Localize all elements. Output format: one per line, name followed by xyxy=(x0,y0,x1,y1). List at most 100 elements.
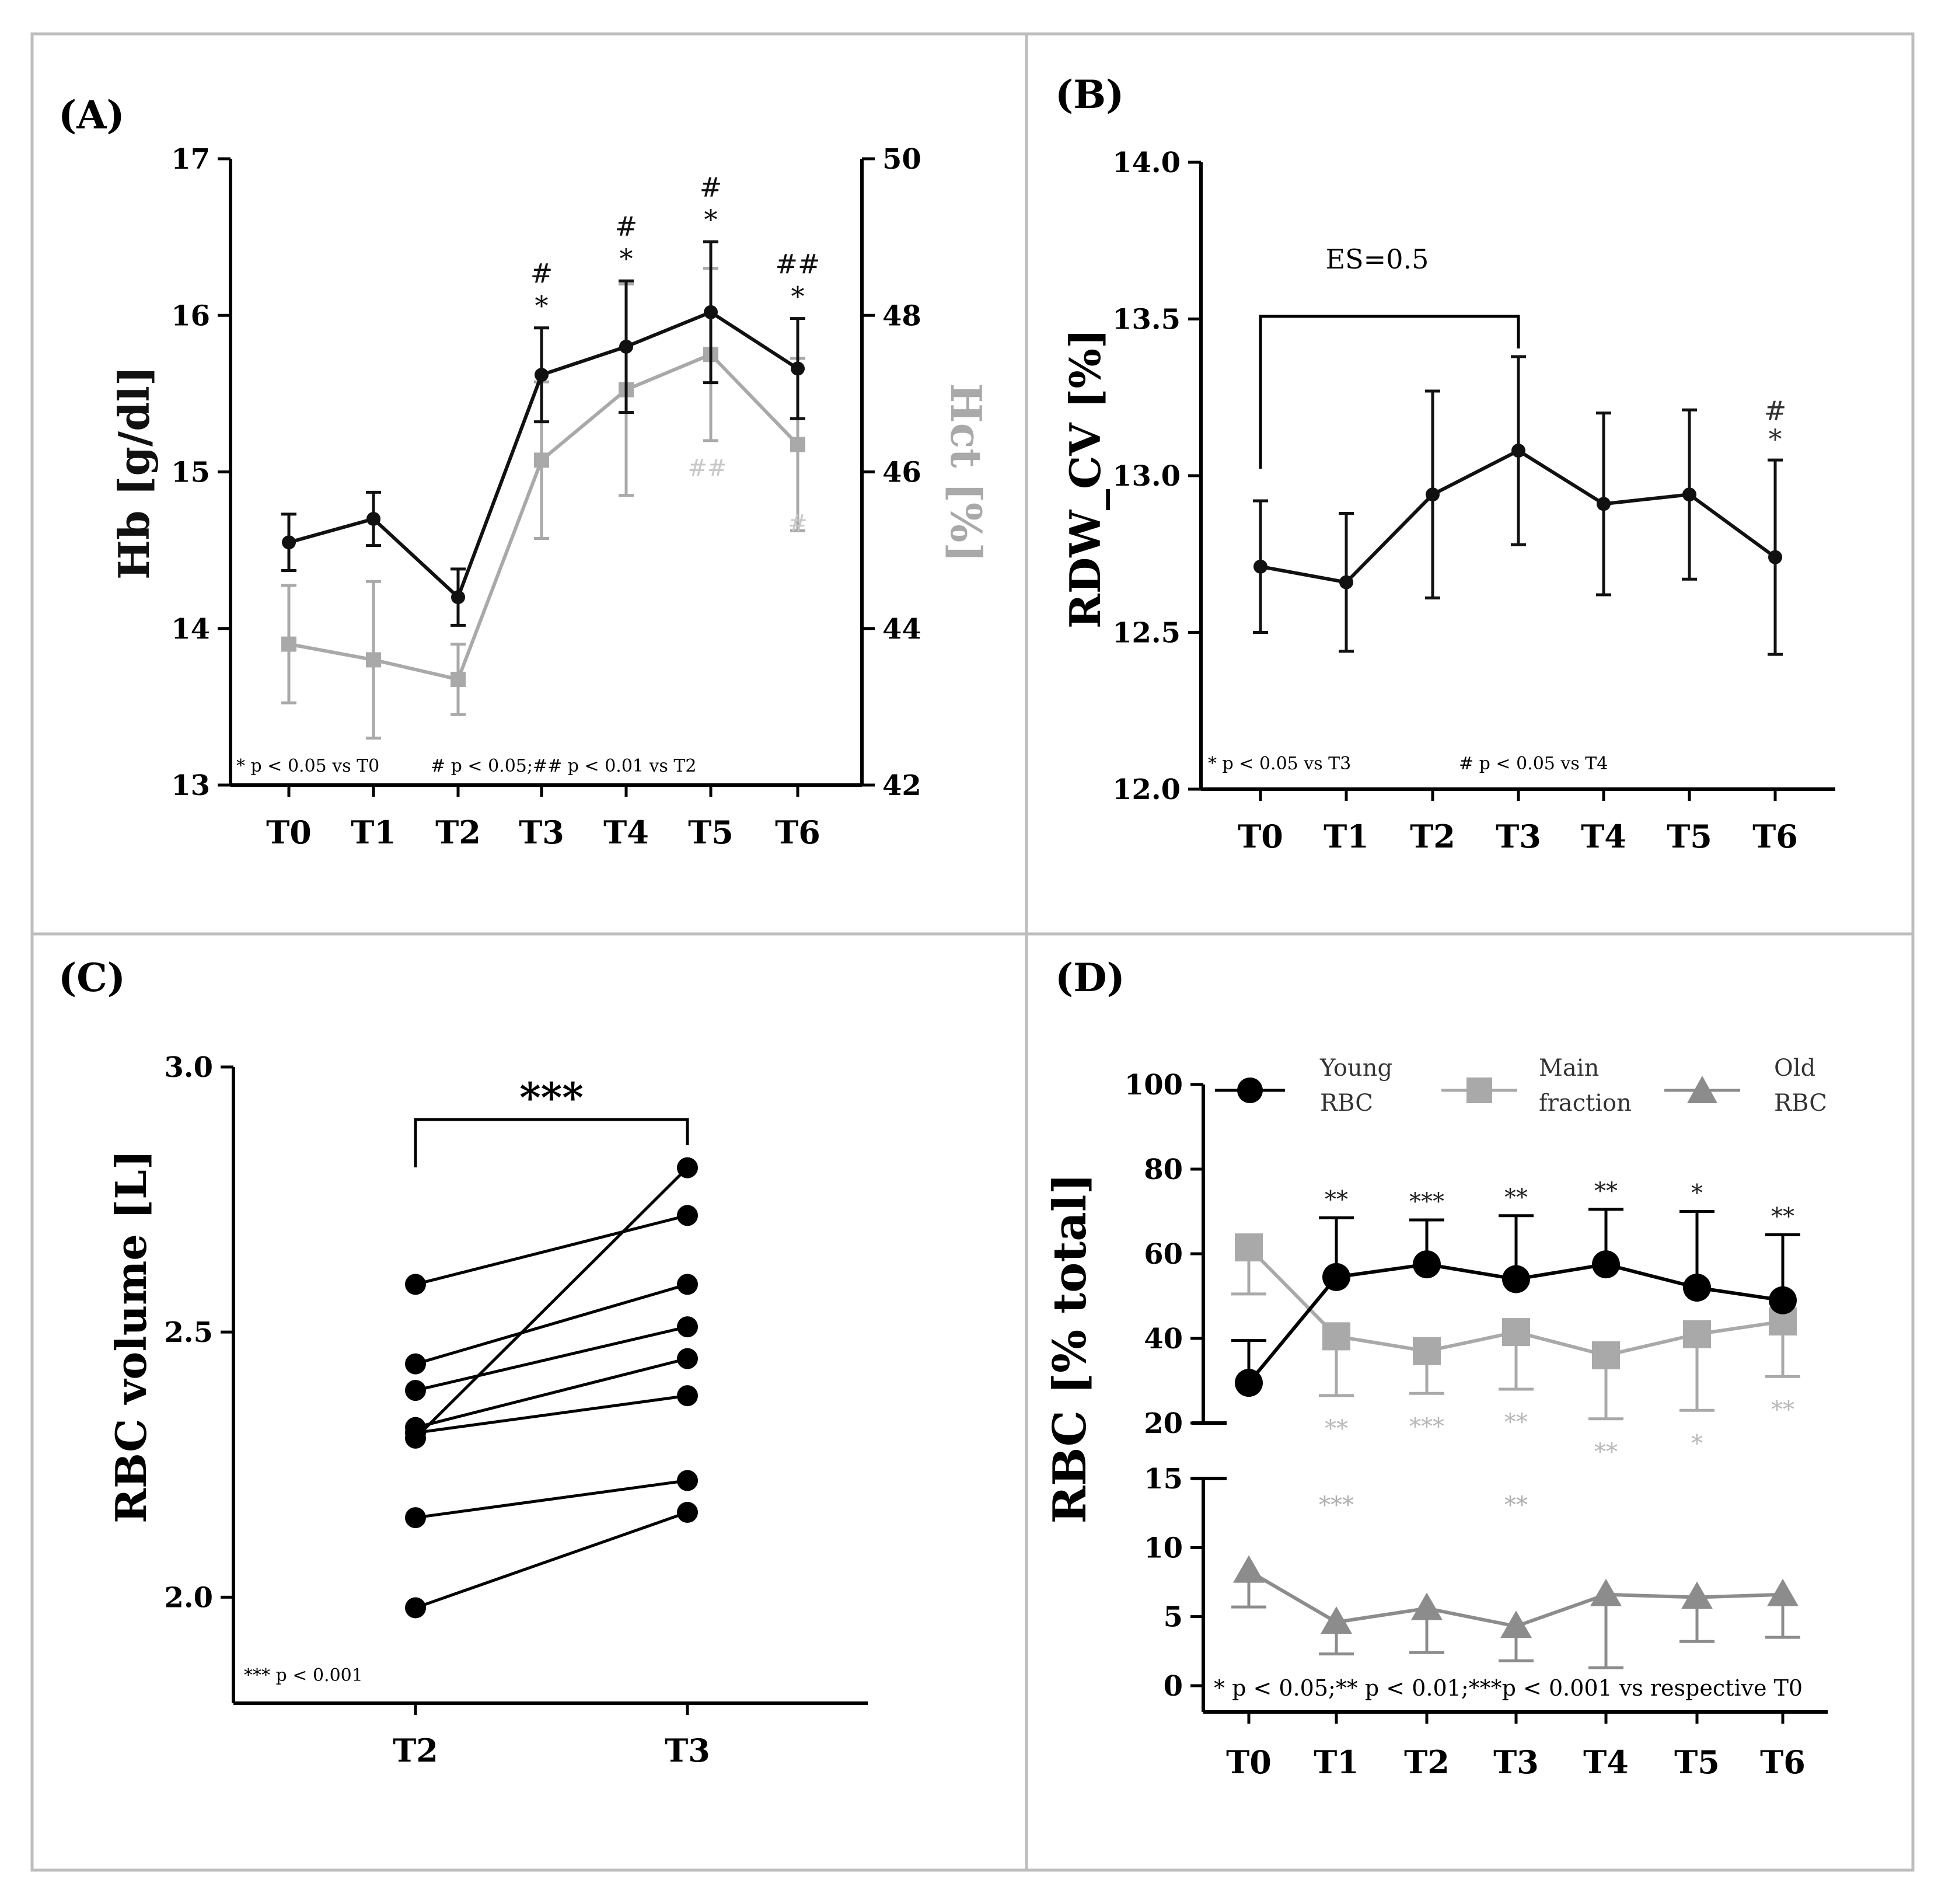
x-tick-label-d: T2 xyxy=(1404,1743,1450,1781)
hb-point xyxy=(366,511,380,526)
y-tick-label-b: 13.5 xyxy=(1112,304,1181,336)
panel-c: (C) RBC volume [L] *** p < 0.001 2.0 2.5 3… xyxy=(58,955,868,1769)
legend-old-marker xyxy=(1687,1076,1717,1103)
x-tick-label-a: T0 xyxy=(266,814,312,851)
subject-point-t3 xyxy=(677,1274,698,1295)
x-tick-label-b: T6 xyxy=(1752,818,1798,855)
old-point xyxy=(1233,1555,1265,1583)
significance-mark-main: ** xyxy=(1771,1396,1794,1423)
main-point xyxy=(1683,1320,1711,1348)
old-point xyxy=(1500,1610,1532,1638)
legend-main-label-2: fraction xyxy=(1539,1090,1632,1117)
x-tick-label-a: T4 xyxy=(603,814,649,851)
significance-mark-a: * xyxy=(791,281,805,312)
subject-point-t3 xyxy=(677,1502,698,1523)
significance-mark-young: ** xyxy=(1594,1178,1618,1205)
subject-point-t3 xyxy=(677,1205,698,1226)
subject-line xyxy=(414,1166,689,1439)
y-tick-label-upper-d: 60 xyxy=(1144,1238,1183,1271)
rdw-point xyxy=(1339,575,1353,590)
significance-mark-a: * xyxy=(704,204,718,235)
legend-old-label-2: RBC xyxy=(1774,1090,1827,1117)
panel-a: (A) Hb [g/dl] Hct [%] * p < 0.05 vs T0 #… xyxy=(58,92,991,851)
y-axis-label-rdw: RDW_CV [%] xyxy=(1060,329,1110,629)
y-tick-label-lower-d: 15 xyxy=(1144,1463,1183,1495)
bracket-label-c: *** xyxy=(519,1073,584,1122)
footnote-d: * p < 0.05;** p < 0.01;***p < 0.001 vs r… xyxy=(1214,1675,1803,1701)
y-tick-label-b: 14.0 xyxy=(1112,147,1181,179)
y-tick-label-a: 16 xyxy=(171,299,210,332)
legend-main-marker xyxy=(1466,1077,1492,1103)
subject-point-t3 xyxy=(677,1157,698,1178)
x-tick-label-d: T3 xyxy=(1493,1743,1539,1781)
main-point xyxy=(1322,1322,1350,1351)
footnote-a-left: * p < 0.05 vs T0 xyxy=(236,756,379,776)
bracket-label-b: ES=0.5 xyxy=(1326,243,1429,275)
significance-mark-old: *** xyxy=(1319,1492,1354,1519)
y2-tick-label-a: 42 xyxy=(882,769,921,802)
subject-point-t2 xyxy=(405,1353,426,1375)
hb-point xyxy=(704,305,718,319)
panel-d: (D) RBC [% total] * p < 0.05;** p < 0.01… xyxy=(1043,955,1828,1781)
young-point xyxy=(1592,1250,1620,1279)
subject-point-t3 xyxy=(677,1316,698,1338)
hct-point xyxy=(366,652,381,668)
x-tick-label-d: T5 xyxy=(1674,1743,1720,1781)
footnote-b-right: # p < 0.05 vs T4 xyxy=(1459,754,1608,774)
significance-mark-old: ** xyxy=(1504,1492,1528,1519)
y-axis-label-rbc-volume: RBC volume [L] xyxy=(106,1150,156,1523)
y-tick-label-a: 15 xyxy=(171,456,210,489)
footnote-b-left: * p < 0.05 vs T3 xyxy=(1208,754,1351,774)
y-axis-label-rbc-percent: RBC [% total] xyxy=(1043,1173,1097,1524)
y-tick-label-b: 12.5 xyxy=(1112,617,1181,650)
hct-point xyxy=(790,437,805,452)
subject-point-t3 xyxy=(677,1348,698,1369)
y2-tick-label-a: 44 xyxy=(882,613,921,646)
significance-mark-young: ** xyxy=(1771,1203,1794,1230)
rdw-point xyxy=(1768,550,1782,564)
y2-axis-label-hct: Hct [%] xyxy=(941,383,991,563)
hb-point xyxy=(619,339,633,354)
main-point xyxy=(1413,1337,1441,1365)
subject-line xyxy=(415,1213,688,1286)
y2-tick-label-a: 50 xyxy=(882,143,921,176)
plot-b: 12.0 12.5 13.0 13.5 14.0 T0 T1 T2 T3 T4 T5 T6 #* xyxy=(1112,147,1835,855)
legend-main-label-1: Main xyxy=(1539,1055,1599,1082)
main-point xyxy=(1592,1341,1620,1369)
y-tick-label-b: 12.0 xyxy=(1112,773,1181,806)
subject-point-t3 xyxy=(677,1385,698,1407)
es-bracket xyxy=(1259,315,1520,469)
panel-label-d: (D) xyxy=(1055,955,1125,1000)
x-tick-label-a: T2 xyxy=(435,814,481,851)
y-tick-label-upper-d: 80 xyxy=(1144,1153,1183,1186)
y-tick-label-lower-d: 0 xyxy=(1164,1670,1183,1703)
figure-frame xyxy=(30,32,1915,1872)
significance-mark-young: ** xyxy=(1325,1186,1348,1213)
x-tick-label-a: T6 xyxy=(775,814,820,851)
subject-point-t2 xyxy=(405,1380,426,1401)
young-point xyxy=(1322,1263,1350,1291)
x-tick-label-b: T0 xyxy=(1238,818,1283,855)
y-tick-label-a: 13 xyxy=(171,769,210,802)
legend-d: Young RBC Main fraction Old RBC xyxy=(1215,1055,1827,1117)
significance-mark-main: * xyxy=(1691,1430,1703,1457)
x-tick-label-c: T3 xyxy=(665,1732,710,1769)
significance-mark-a: # xyxy=(530,258,553,290)
significance-mark-main: ** xyxy=(1594,1439,1618,1466)
significance-mark-a: * xyxy=(535,290,549,322)
y-tick-label-c: 2.0 xyxy=(164,1581,213,1614)
y2-tick-label-a: 46 xyxy=(882,456,921,489)
significance-mark-b: # xyxy=(1764,395,1787,427)
young-point xyxy=(1235,1369,1263,1397)
hct-point xyxy=(451,671,466,687)
x-tick-label-b: T1 xyxy=(1324,818,1369,855)
x-tick-label-a: T3 xyxy=(519,814,564,851)
x-tick-label-d: T0 xyxy=(1226,1743,1272,1781)
footnote-a-right: # p < 0.05;## p < 0.01 vs T2 xyxy=(431,756,697,776)
x-tick-label-a: T5 xyxy=(688,814,734,851)
y-tick-label-upper-d: 20 xyxy=(1144,1407,1183,1440)
young-point xyxy=(1413,1250,1441,1279)
hct-point xyxy=(534,452,549,468)
hb-point xyxy=(535,368,549,382)
hb-point xyxy=(451,590,465,605)
